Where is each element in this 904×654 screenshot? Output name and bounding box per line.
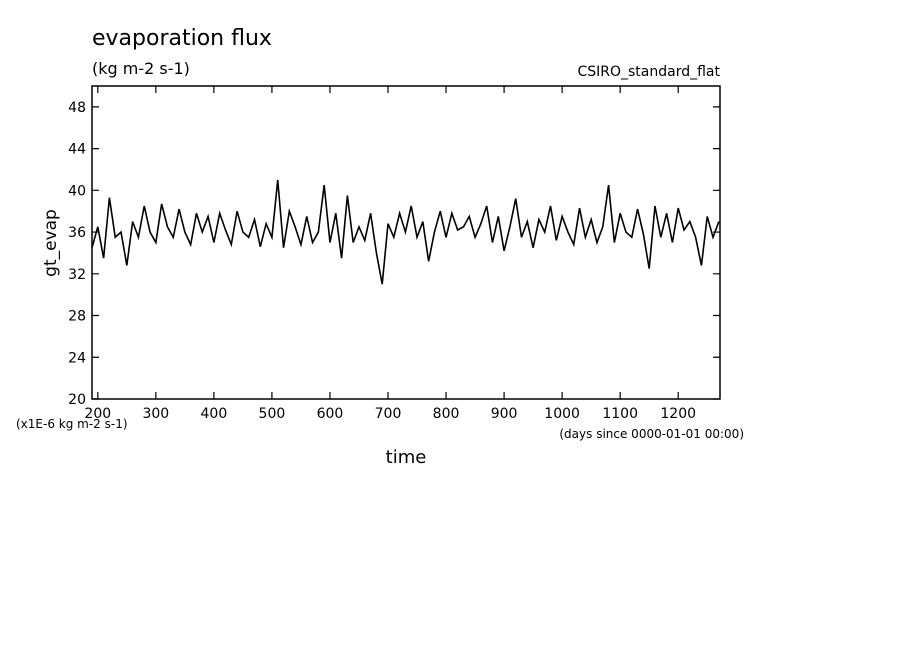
- y-tick-label: 40: [68, 183, 86, 199]
- x-tick-label: 1000: [544, 406, 580, 422]
- y-units: (x1E-6 kg m-2 s-1): [16, 417, 128, 431]
- x-tick-label: 800: [433, 406, 460, 422]
- y-axis-label: gt_evap: [41, 209, 61, 277]
- y-tick-label: 48: [68, 100, 86, 116]
- plot-frame: [91, 85, 721, 400]
- y-tick-label: 32: [68, 267, 86, 283]
- x-units: (days since 0000-01-01 00:00): [559, 427, 744, 441]
- chart-title: evaporation flux: [92, 26, 272, 51]
- x-tick-label: 600: [317, 406, 344, 422]
- y-tick-label: 44: [68, 142, 86, 158]
- data-line: [91, 179, 720, 285]
- x-tick-label: 400: [201, 406, 228, 422]
- x-axis-label: time: [386, 447, 427, 468]
- x-tick-label: 900: [491, 406, 518, 422]
- x-tick-label: 300: [142, 406, 169, 422]
- y-tick-label: 24: [68, 350, 86, 366]
- x-tick-label: 700: [375, 406, 402, 422]
- annotation: CSIRO_standard_flat: [577, 64, 720, 80]
- y-tick-label: 20: [68, 392, 86, 408]
- x-tick-label: 1200: [660, 406, 696, 422]
- x-tick-label: 1100: [602, 406, 638, 422]
- chart-subtitle: (kg m-2 s-1): [92, 59, 190, 78]
- y-tick-label: 36: [68, 225, 86, 241]
- x-tick-label: 200: [84, 406, 111, 422]
- y-tick-label: 28: [68, 309, 86, 325]
- x-tick-label: 500: [259, 406, 286, 422]
